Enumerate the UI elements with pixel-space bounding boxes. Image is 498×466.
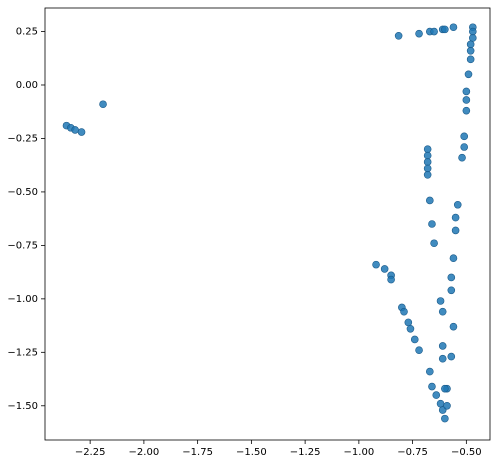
point xyxy=(71,126,79,134)
point xyxy=(443,401,451,410)
point xyxy=(423,145,432,153)
point xyxy=(423,164,432,173)
point xyxy=(447,273,456,282)
point xyxy=(430,239,438,248)
point xyxy=(466,46,475,55)
point xyxy=(436,297,445,305)
point xyxy=(449,23,458,32)
point xyxy=(415,29,423,38)
point xyxy=(426,196,434,205)
point xyxy=(464,70,473,79)
point xyxy=(438,307,447,316)
y-tick-label: −0.25 xyxy=(7,133,38,144)
point xyxy=(451,226,460,235)
y-tick-label: −1.00 xyxy=(7,294,38,305)
point xyxy=(447,286,456,295)
point xyxy=(466,40,475,49)
plot-frame xyxy=(44,7,491,441)
point xyxy=(460,132,469,141)
point xyxy=(438,342,447,350)
y-tick-label: 0.00 xyxy=(16,80,38,91)
point xyxy=(462,106,471,115)
x-tick-label: −1.75 xyxy=(182,447,213,458)
x-tick-label: −1.50 xyxy=(236,447,267,458)
point xyxy=(415,346,423,354)
y-tick-label: −0.75 xyxy=(7,240,38,251)
point xyxy=(387,275,395,284)
x-tick-label: −0.50 xyxy=(451,447,482,458)
point xyxy=(449,322,458,331)
x-tick-label: −1.25 xyxy=(290,447,321,458)
point xyxy=(453,200,462,209)
point xyxy=(400,307,408,316)
x-tick-label: −2.25 xyxy=(75,447,106,458)
point xyxy=(428,382,436,391)
point xyxy=(77,128,86,136)
point xyxy=(423,158,432,166)
point xyxy=(469,34,477,42)
point xyxy=(404,318,413,327)
point xyxy=(449,254,458,263)
point xyxy=(380,265,389,273)
x-tick-label: −1.00 xyxy=(344,447,375,458)
y-tick-label: −1.50 xyxy=(7,401,38,412)
point xyxy=(469,27,477,36)
y-tick-label: −1.25 xyxy=(7,347,38,358)
point xyxy=(436,399,445,408)
point xyxy=(432,391,441,399)
point xyxy=(406,324,415,333)
point xyxy=(462,87,471,96)
point xyxy=(447,352,456,361)
point xyxy=(394,32,403,40)
point xyxy=(410,335,419,344)
point xyxy=(428,220,436,228)
point xyxy=(426,367,434,376)
x-tick-label: −2.00 xyxy=(129,447,160,458)
point xyxy=(462,96,471,104)
y-tick-label: −0.50 xyxy=(7,187,38,198)
point xyxy=(372,260,380,269)
point xyxy=(99,100,107,109)
point xyxy=(441,384,449,393)
point xyxy=(441,414,449,423)
point xyxy=(423,151,432,160)
point xyxy=(438,354,447,363)
point xyxy=(458,153,466,162)
point xyxy=(423,171,432,179)
y-tick-label: 0.25 xyxy=(16,27,38,38)
point xyxy=(460,143,469,151)
point xyxy=(451,213,460,222)
x-tick-label: −0.75 xyxy=(397,447,428,458)
point xyxy=(466,55,475,64)
point xyxy=(430,27,438,36)
point xyxy=(441,25,449,34)
